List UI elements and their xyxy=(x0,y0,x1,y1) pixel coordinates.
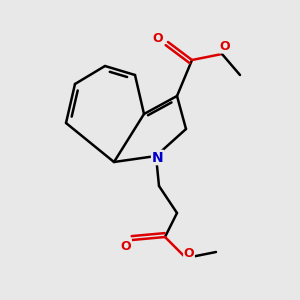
Text: O: O xyxy=(184,247,194,260)
Text: O: O xyxy=(220,40,230,53)
Text: O: O xyxy=(121,239,131,253)
Text: O: O xyxy=(152,32,163,46)
Text: N: N xyxy=(152,151,163,164)
